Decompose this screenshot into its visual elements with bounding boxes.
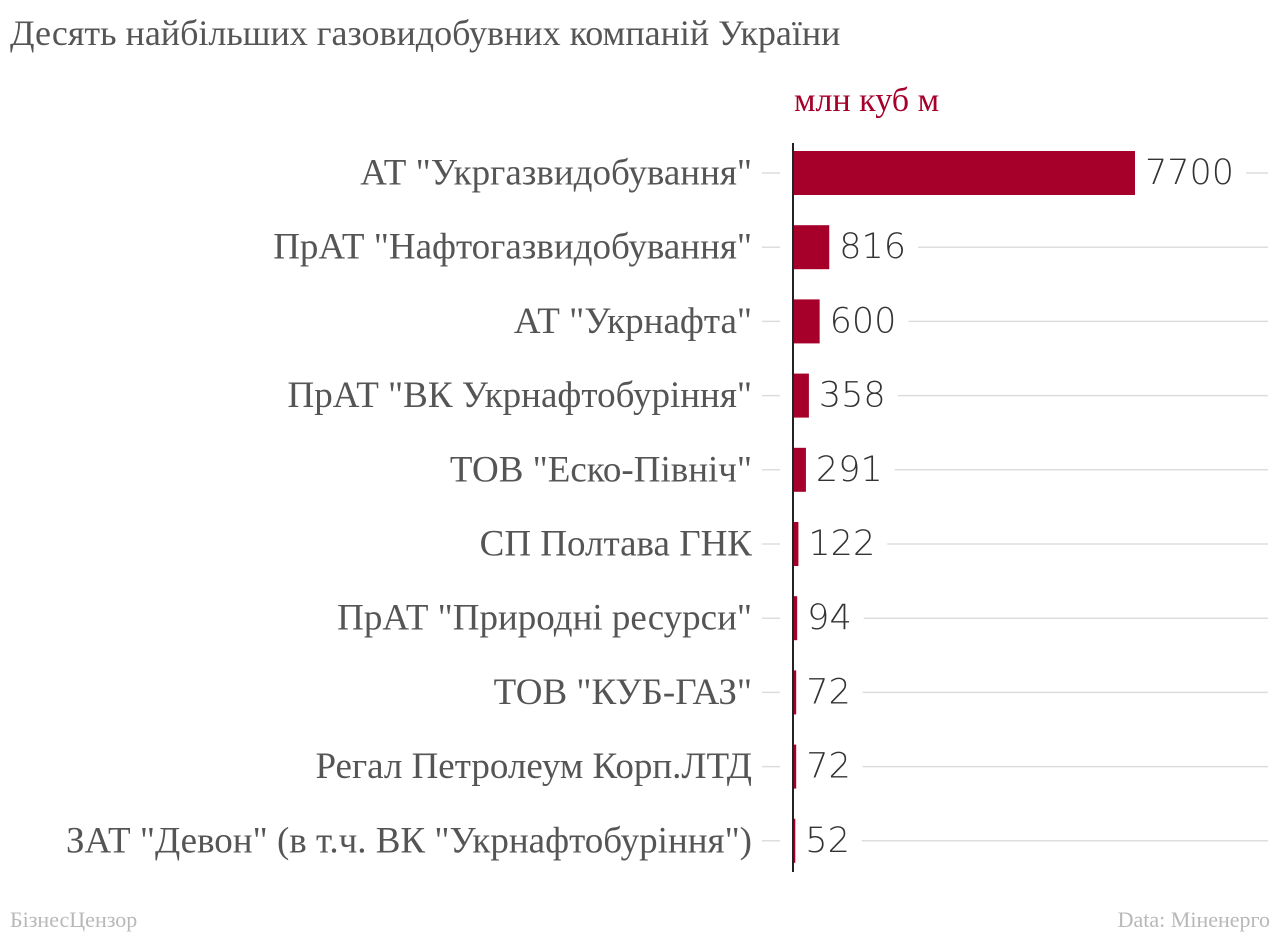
value-label: 122 xyxy=(808,524,875,564)
category-label: ПрАТ "Природні ресурси" xyxy=(337,598,752,639)
category-label: АТ "Укрнафта" xyxy=(514,301,752,342)
value-label: 600 xyxy=(830,301,897,341)
bar xyxy=(793,447,806,492)
bar xyxy=(793,225,830,270)
value-label: 72 xyxy=(806,672,851,712)
value-label: 94 xyxy=(807,598,852,638)
chart-title: Десять найбільших газовидобувних компані… xyxy=(10,13,841,53)
unit-label: млн куб м xyxy=(794,82,940,119)
value-label: 7700 xyxy=(1145,153,1234,193)
value-label: 358 xyxy=(819,376,886,416)
bar xyxy=(793,818,796,863)
category-label: ТОВ "Еско-Північ" xyxy=(450,449,752,490)
bar-layer xyxy=(793,151,1135,863)
data-source: Data: Міненерго xyxy=(1117,907,1270,932)
bar xyxy=(793,522,799,566)
bar xyxy=(793,596,798,641)
value-label: 52 xyxy=(805,821,850,861)
grid-layer xyxy=(762,172,1268,842)
category-label: СП Полтава ГНК xyxy=(480,524,753,565)
value-label: 291 xyxy=(816,450,883,490)
label-layer: АТ "Укргазвидобування" 7700 ПрАТ "Нафтогаз… xyxy=(66,153,1234,862)
category-label: ПрАТ "Нафтогазвидобування" xyxy=(273,227,752,268)
bar xyxy=(793,299,820,344)
category-label: ЗАТ "Девон" (в т.ч. ВК "Укрнафтобуріння"… xyxy=(66,820,752,861)
value-label: 72 xyxy=(806,747,851,787)
category-label: Регал Петролеум Корп.ЛТД xyxy=(315,746,752,787)
category-label: АТ "Укргазвидобування" xyxy=(360,153,752,194)
bar xyxy=(793,373,809,418)
bar xyxy=(793,670,797,715)
source-brand: БізнесЦензор xyxy=(10,907,138,932)
value-label: 816 xyxy=(839,227,906,267)
category-label: ТОВ "КУБ-ГАЗ" xyxy=(494,672,752,713)
bar xyxy=(793,151,1135,195)
category-label: ПрАТ "ВК Укрнафтобуріння" xyxy=(288,375,752,416)
bar xyxy=(793,744,797,789)
